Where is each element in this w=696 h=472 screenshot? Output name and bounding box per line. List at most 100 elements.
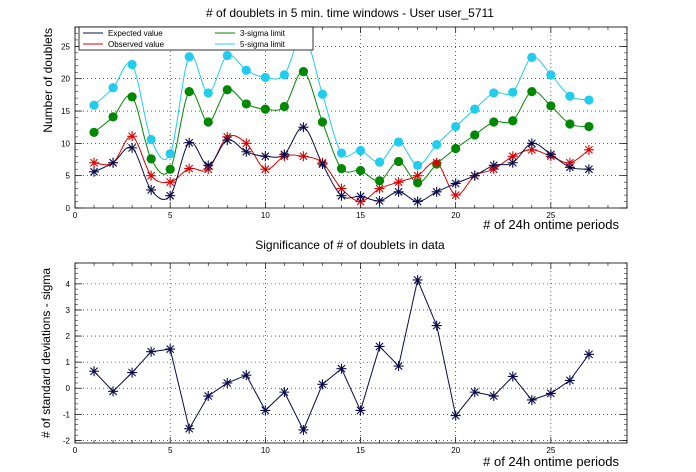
bottom-series-0-point [279, 387, 290, 398]
top-series-1-point [393, 177, 404, 188]
bottom-series-0-point [165, 344, 176, 355]
top-series-0-point [526, 138, 537, 149]
top-series-3-point [127, 59, 137, 70]
top-series-2-point [584, 121, 594, 132]
top-series-3-point [203, 88, 213, 98]
top-series-3-point [260, 72, 270, 83]
top-series-2-point [413, 178, 423, 188]
bottom-series-0-line [93, 278, 590, 432]
top-series-0-point [355, 191, 366, 202]
top-series-3-point [184, 52, 194, 62]
top-series-0-point [184, 137, 195, 148]
top-series-1-point [260, 164, 271, 175]
top-series-0-point [564, 162, 575, 173]
top-series-0-point [583, 164, 594, 175]
top-series-3-point [279, 70, 289, 80]
bottom-series-0-point [355, 405, 366, 416]
top-series-3-point [546, 70, 556, 80]
top-series-0-point [488, 160, 499, 171]
bottom-y-tick-label: 0 [66, 384, 71, 393]
bottom-series-0-point [108, 386, 119, 397]
top-series-3-point [470, 104, 480, 114]
top-series-1-point [146, 170, 157, 181]
top-series-1-point [336, 183, 347, 194]
top-series-1-point [298, 151, 309, 162]
top-series-2-point [508, 116, 518, 126]
top-series-2-point [279, 101, 289, 112]
top-series-1-point [526, 144, 537, 155]
bottom-x-tick-label: 25 [546, 446, 555, 455]
top-series-0-point [507, 157, 518, 168]
top-series-0-point [469, 170, 480, 181]
bottom-x-tick-label: 20 [451, 446, 460, 455]
top-x-axis-title: # of 24h ontime periods [483, 217, 619, 232]
top-series-0-point [279, 149, 290, 160]
top-series-0-point [336, 190, 347, 201]
bottom-series-0-point [507, 371, 518, 382]
top-series-1-point [431, 157, 442, 168]
top-series-3-point [508, 87, 518, 97]
bottom-plot: 0 5 10 15 20 25 -2 -1 0 1 2 3 4 [63, 262, 628, 455]
top-x-tick-label: 10 [261, 211, 270, 220]
top-series-1-point [507, 151, 518, 162]
bottom-y-tick-label: 3 [66, 306, 71, 315]
top-y-tick-label: 15 [61, 107, 70, 116]
top-series-3-point [241, 65, 251, 75]
top-series-1-point [89, 157, 100, 168]
top-series-3-point [108, 83, 118, 93]
top-series-2-point [260, 104, 270, 114]
bottom-series-0-point [336, 363, 347, 374]
top-series-1-point [583, 144, 594, 155]
bottom-series-0-point [127, 367, 138, 378]
top-series-1-point [355, 196, 366, 207]
top-series-0-point [108, 157, 119, 168]
bottom-series-0-point [184, 423, 195, 434]
top-series-3-point [584, 95, 594, 105]
top-series-2-point [298, 67, 309, 77]
bottom-y-axis-title: # of standard deviations - sigma [39, 268, 53, 438]
top-series-0-point [222, 135, 233, 146]
top-series-0-point [146, 184, 157, 195]
top-plot: 0 5 10 15 20 25 0 5 10 15 20 25 [61, 26, 628, 220]
bottom-y-tick-label: 1 [66, 358, 71, 367]
top-series-0-point [89, 166, 100, 177]
top-series-2-point [527, 87, 537, 97]
bottom-chart-title: Significance of # of doublets in data [255, 238, 445, 252]
top-series-2-point [184, 87, 194, 97]
top-series-2-point [336, 163, 347, 174]
top-series-1-point [450, 190, 461, 201]
top-series-2-point [89, 127, 99, 137]
bottom-series-0-point [412, 274, 423, 285]
bottom-series-0-point [146, 346, 157, 357]
top-series-0-point [165, 190, 176, 201]
bottom-series-0-point [260, 405, 271, 416]
bottom-series-0-point [317, 379, 328, 390]
bottom-series-0-point [545, 388, 556, 399]
top-series-1-point [165, 177, 176, 188]
top-series-0-point [393, 186, 404, 197]
bottom-series-0-point [450, 410, 461, 421]
top-series-2-point [355, 165, 366, 176]
top-y-axis-title: Number of doublets [41, 28, 55, 133]
top-series-2-point [470, 130, 480, 140]
top-series-2-point [165, 164, 175, 174]
bottom-series-0-point [526, 394, 537, 405]
top-x-tick-label: 0 [73, 211, 78, 220]
bottom-series-0-point [488, 391, 499, 402]
bottom-x-tick-label: 10 [261, 446, 270, 455]
bottom-series-0-point [564, 375, 575, 386]
bottom-x-tick-label: 5 [168, 446, 173, 455]
top-y-tick-label: 5 [66, 172, 71, 181]
top-series-2-point [565, 119, 575, 129]
top-series-0-point [431, 186, 442, 197]
top-series-0-point [450, 178, 461, 189]
legend-label-3sigma: 3-sigma limit [240, 29, 286, 38]
top-series-0-point [241, 146, 252, 157]
top-series-2-point [127, 92, 137, 102]
bottom-y-tick-label: 4 [66, 280, 71, 289]
top-series-1-point [127, 131, 138, 142]
top-series-1-point [241, 138, 252, 149]
top-series-0-point [545, 149, 556, 160]
top-x-tick-label: 15 [356, 211, 365, 220]
